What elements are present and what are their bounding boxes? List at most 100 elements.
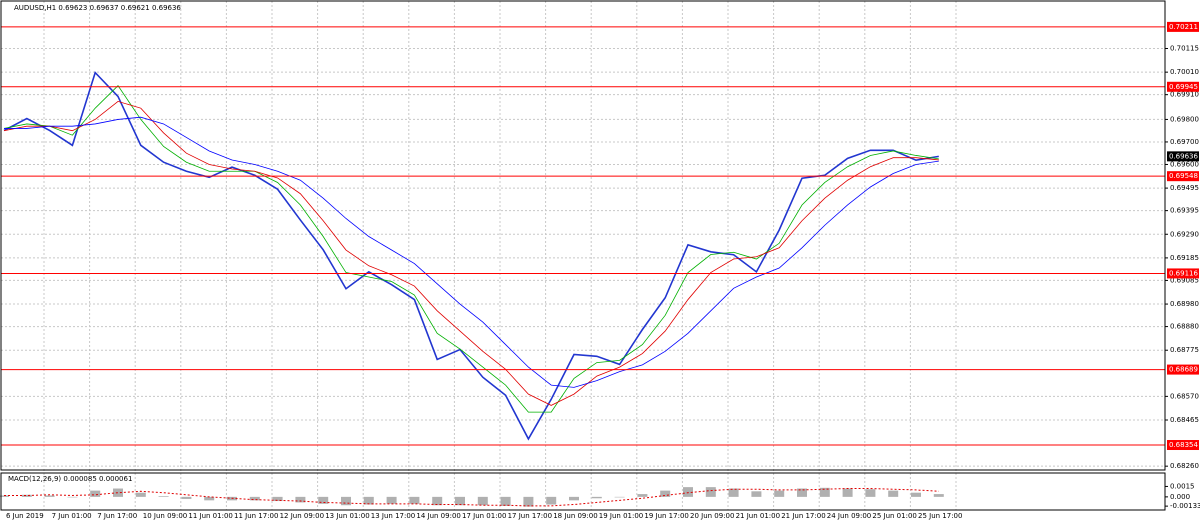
macd-bar — [797, 488, 807, 497]
macd-bar — [500, 496, 511, 506]
macd-bar — [44, 495, 55, 497]
x-tick-label: 21 Jun 01:00 — [736, 512, 780, 520]
macd-bar — [90, 490, 101, 497]
macd-bar — [135, 492, 146, 497]
macd-bar — [842, 488, 853, 497]
chart-title: AUDUSD,H1 0.69623 0.69637 0.69621 0.6963… — [14, 4, 181, 12]
main-frame — [0, 0, 1166, 471]
y-tick-label: 0.68775 — [1170, 346, 1199, 354]
level-label: 0.68354 — [1169, 441, 1198, 449]
macd-bar — [728, 488, 739, 497]
y-tick-label: 0.69800 — [1170, 115, 1199, 123]
macd-bar — [683, 487, 693, 497]
y-tick-label: 0.70115 — [1170, 45, 1199, 53]
x-tick-label: 25 Jun 01:00 — [872, 512, 916, 520]
macd-bar — [911, 492, 921, 497]
x-tick-label: 11 Jun 01:00 — [188, 512, 232, 520]
current-price-label: 0.69636 — [1169, 152, 1198, 160]
y-tick-label: 0.70010 — [1170, 68, 1199, 76]
x-tick-label: 20 Jun 09:00 — [690, 512, 734, 520]
x-tick-label: 17 Jun 17:00 — [508, 512, 552, 520]
macd-bar — [933, 494, 944, 497]
macd-bar — [774, 490, 785, 497]
y-tick-label: 0.69700 — [1170, 138, 1199, 146]
macd-bar — [158, 496, 169, 497]
x-tick-label: 12 Jun 09:00 — [280, 512, 324, 520]
macd-bar — [249, 496, 260, 501]
y-tick-label: 0.68570 — [1170, 392, 1199, 400]
macd-bar — [181, 496, 192, 499]
macd-bar — [614, 496, 625, 498]
moving-average — [4, 116, 939, 388]
x-tick-label: 21 Jun 17:00 — [781, 512, 825, 520]
macd-bar — [705, 487, 716, 497]
level-label-box — [1167, 21, 1199, 32]
x-tick-label: 14 Jun 09:00 — [416, 512, 460, 520]
x-tick-label: 13 Jun 17:00 — [371, 512, 415, 520]
macd-bar — [21, 494, 32, 497]
macd-bar — [751, 491, 762, 497]
macd-bar — [272, 496, 283, 502]
macd-bar — [409, 496, 420, 504]
macd-bar — [660, 490, 671, 497]
macd-bar — [204, 496, 215, 501]
x-tick-label: 17 Jun 01:00 — [462, 512, 506, 520]
level-label: 0.69116 — [1169, 269, 1198, 277]
level-label-box — [1167, 364, 1199, 375]
y-tick-label: 0.68880 — [1170, 323, 1199, 331]
y-tick-label: 0.69395 — [1170, 207, 1199, 215]
macd-signal — [4, 488, 939, 507]
y-tick-label: -0.001331 — [1170, 502, 1200, 510]
macd-bar — [546, 496, 557, 505]
x-tick-label: 19 Jun 17:00 — [644, 512, 688, 520]
y-tick-label: 0.000 — [1170, 493, 1190, 501]
current-price-box — [1167, 151, 1199, 162]
y-tick-label: 0.69085 — [1170, 276, 1199, 284]
macd-bar — [363, 496, 374, 505]
macd-bar — [569, 496, 579, 501]
macd-bar — [318, 496, 329, 504]
level-label-box — [1167, 440, 1199, 451]
price-line — [3, 71, 939, 441]
y-tick-label: 0.69185 — [1170, 254, 1199, 262]
y-tick-label: 0.68980 — [1170, 300, 1199, 308]
level-label-box — [1167, 268, 1199, 279]
level-label: 0.68689 — [1169, 366, 1198, 374]
x-tick-label: 11 Jun 17:00 — [234, 512, 278, 520]
macd-bar — [113, 488, 123, 497]
macd-bar — [386, 496, 397, 504]
y-tick-label: 0.69600 — [1170, 160, 1199, 168]
x-tick-label: 25 Jun 17:00 — [918, 512, 962, 520]
y-tick-label: 0.69910 — [1170, 91, 1199, 99]
y-tick-label: 0.68465 — [1170, 416, 1199, 424]
macd-bar — [819, 487, 830, 497]
level-label: 0.70211 — [1169, 23, 1198, 31]
y-tick-label: 0.68260 — [1170, 462, 1199, 470]
macd-bar — [67, 496, 78, 498]
macd-bar — [865, 489, 876, 497]
macd-bar — [455, 496, 465, 506]
x-tick-label: 7 Jun 17:00 — [97, 512, 137, 520]
macd-bar — [0, 495, 9, 497]
y-tick-label: 0.0015 — [1170, 482, 1195, 490]
x-tick-label: 10 Jun 09:00 — [143, 512, 187, 520]
macd-bar — [295, 496, 306, 503]
macd-bar — [523, 496, 534, 507]
macd-title: MACD(12,26,9) 0.000085 0.000061 — [8, 475, 132, 483]
macd-bar — [888, 490, 899, 497]
level-label: 0.69548 — [1169, 172, 1198, 180]
macd-bar — [477, 496, 488, 506]
macd-bar — [591, 496, 602, 499]
y-tick-label: 0.69495 — [1170, 184, 1199, 192]
x-tick-label: 7 Jun 01:00 — [52, 512, 92, 520]
y-tick-label: 0.69290 — [1170, 230, 1199, 238]
macd-bar — [341, 496, 351, 506]
macd-bar — [432, 496, 443, 506]
level-label-box — [1167, 81, 1199, 92]
x-tick-label: 24 Jun 09:00 — [827, 512, 871, 520]
x-tick-label: 6 Jun 2019 — [6, 512, 44, 520]
level-label-box — [1167, 171, 1199, 182]
level-label: 0.69945 — [1169, 83, 1198, 91]
